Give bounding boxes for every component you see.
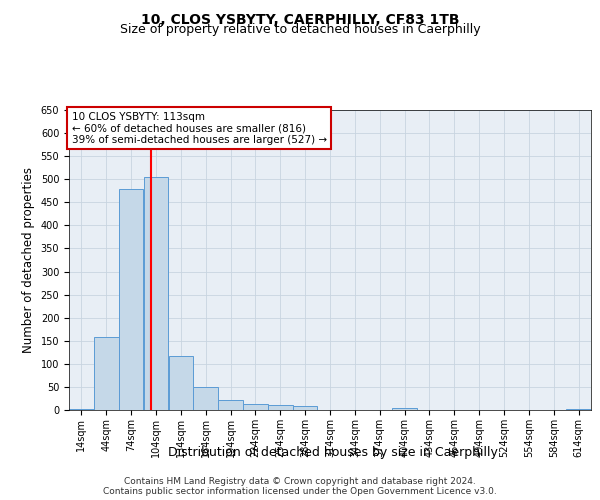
Bar [243,404,268,410]
Bar [119,190,143,410]
Text: 10 CLOS YSBYTY: 113sqm
← 60% of detached houses are smaller (816)
39% of semi-de: 10 CLOS YSBYTY: 113sqm ← 60% of detached… [71,112,327,144]
Bar [169,356,193,410]
Text: Distribution of detached houses by size in Caerphilly: Distribution of detached houses by size … [168,446,498,459]
Text: Size of property relative to detached houses in Caerphilly: Size of property relative to detached ho… [119,22,481,36]
Text: Contains HM Land Registry data © Crown copyright and database right 2024.: Contains HM Land Registry data © Crown c… [124,476,476,486]
Bar [144,177,168,410]
Bar [293,406,317,410]
Bar [193,387,218,410]
Text: Contains public sector information licensed under the Open Government Licence v3: Contains public sector information licen… [103,486,497,496]
Text: 10, CLOS YSBYTY, CAERPHILLY, CF83 1TB: 10, CLOS YSBYTY, CAERPHILLY, CF83 1TB [141,12,459,26]
Bar [268,406,293,410]
Bar [392,408,417,410]
Bar [94,337,119,410]
Bar [69,408,94,410]
Y-axis label: Number of detached properties: Number of detached properties [22,167,35,353]
Bar [566,408,591,410]
Bar [218,400,243,410]
